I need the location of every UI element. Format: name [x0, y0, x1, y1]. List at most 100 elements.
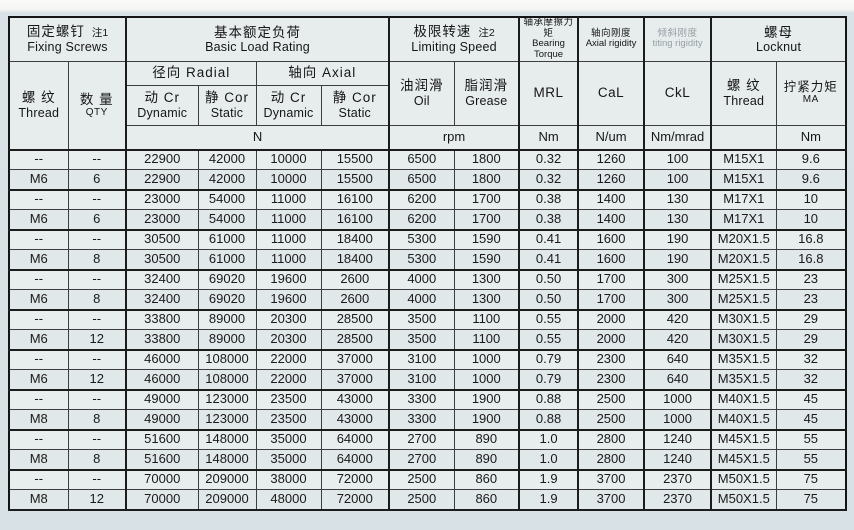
table-cell: 45	[775, 389, 847, 410]
header-oil: 油润滑 Oil	[388, 60, 455, 126]
table-cell: 6200	[388, 209, 455, 231]
table-cell: M25X1.5	[710, 289, 777, 311]
table-cell: 6	[67, 169, 127, 191]
table-cell: 1300	[453, 289, 521, 311]
table-cell: 64000	[320, 429, 391, 450]
table-cell: 3100	[388, 369, 455, 391]
table-cell: 1900	[453, 409, 521, 431]
table-cell: 28500	[320, 309, 391, 330]
header-tilting-rigidity: 倾斜刚度 titing rigidity	[643, 16, 713, 62]
table-row: M6 8 30500 61000 11000 18400 5300 1590 0.41 1600 1…	[8, 249, 847, 271]
table-cell: 70000	[125, 469, 199, 490]
table-row: M8 12 70000 209000 48000 72000 2500 860 1.9 3700 2…	[8, 489, 847, 511]
table-cell: 0.50	[518, 289, 580, 311]
table-cell: 10000	[255, 148, 322, 170]
table-cell: 30500	[125, 229, 199, 250]
table-cell: 8	[67, 249, 127, 271]
header-limiting-speed-en: Limiting Speed	[411, 40, 497, 55]
table-cell: 69020	[197, 269, 257, 290]
table-cell: 22900	[125, 169, 199, 191]
header-ma: 拧紧力矩 MA	[775, 60, 847, 126]
table-cell: 4000	[388, 289, 455, 311]
table-row: M6 8 32400 69020 19600 2600 4000 1300 0.50 1700 30…	[8, 289, 847, 311]
header-radial-static-en: Static	[210, 105, 244, 120]
note-2: 注2	[478, 27, 495, 40]
table-cell: 0.50	[518, 269, 580, 290]
table-cell: --	[8, 429, 69, 450]
table-cell: 35000	[255, 449, 322, 471]
table-cell: 1700	[453, 209, 521, 231]
table-cell: 2300	[577, 369, 646, 391]
unit-axial-rigidity: N/um	[577, 124, 646, 150]
table-cell: 9.6	[775, 148, 847, 170]
table-cell: M45X1.5	[710, 429, 777, 450]
header-ckl: CkL	[643, 60, 713, 126]
table-cell: 0.32	[518, 169, 580, 191]
table-cell: 10	[775, 189, 847, 210]
table-cell: 2500	[577, 409, 646, 431]
table-cell: 11000	[255, 189, 322, 210]
table-cell: 22000	[255, 369, 322, 391]
table-cell: --	[8, 469, 69, 490]
table-cell: 130	[643, 209, 713, 231]
table-cell: 300	[643, 289, 713, 311]
table-cell: 420	[643, 309, 713, 330]
table-cell: 0.55	[518, 329, 580, 351]
table-cell: 2000	[577, 309, 646, 330]
table-cell: 32	[775, 349, 847, 370]
header-axial-static-zh: 静 Cor	[332, 90, 377, 106]
table-cell: 1000	[643, 389, 713, 410]
header-locknut-thread-en: Thread	[723, 93, 765, 108]
bearing-spec-sheet: 固定螺钉 注1 Fixing Screws 基本额定负荷 Basic Load R…	[8, 16, 848, 511]
table-cell: 3700	[577, 489, 646, 511]
table-body: -- -- 22900 42000 10000 15500 6500 1800 0.32 1260…	[8, 148, 847, 511]
table-cell: M35X1.5	[710, 369, 777, 391]
table-cell: 18400	[320, 249, 391, 271]
table-cell: --	[67, 389, 127, 410]
table-row: -- -- 23000 54000 11000 16100 6200 1700 0.38 1400…	[8, 189, 847, 210]
table-cell: M20X1.5	[710, 229, 777, 250]
table-row: M6 12 46000 108000 22000 37000 3100 1000 0.79 230…	[8, 369, 847, 391]
table-cell: M50X1.5	[710, 469, 777, 490]
table-cell: 9.6	[775, 169, 847, 191]
table-cell: 45	[775, 409, 847, 431]
table-cell: --	[67, 269, 127, 290]
header-fix-qty-zh: 数 量	[79, 91, 114, 107]
table-cell: 2370	[643, 489, 713, 511]
table-cell: M8	[8, 489, 69, 511]
table-cell: M6	[8, 249, 69, 271]
header-grease-zh: 脂润滑	[464, 78, 509, 94]
header-group-row: 固定螺钉 注1 Fixing Screws 基本额定负荷 Basic Load R…	[8, 16, 847, 62]
table-cell: 12	[67, 369, 127, 391]
table-cell: 123000	[197, 409, 257, 431]
header-mrl: MRL	[518, 60, 580, 126]
table-cell: M6	[8, 209, 69, 231]
table-cell: 5300	[388, 229, 455, 250]
header-cal: CaL	[577, 60, 646, 126]
table-cell: 72000	[320, 469, 391, 490]
table-cell: 2800	[577, 429, 646, 450]
header-radial-static-zh: 静 Cor	[204, 90, 249, 106]
table-cell: 30500	[125, 249, 199, 271]
header-fixing-screws-en: Fixing Screws	[27, 40, 108, 55]
table-cell: 130	[643, 189, 713, 210]
table-row: -- -- 32400 69020 19600 2600 4000 1300 0.50 1700 3…	[8, 269, 847, 290]
header-fix-thread: 螺 纹 Thread	[8, 60, 69, 150]
table-row: M6 6 22900 42000 10000 15500 6500 1800 0.32 1260 1…	[8, 169, 847, 191]
header-oil-zh: 油润滑	[400, 78, 444, 94]
table-cell: 6500	[388, 169, 455, 191]
unit-locknut-thread	[710, 124, 777, 150]
bearing-spec-table: 固定螺钉 注1 Fixing Screws 基本额定负荷 Basic Load R…	[8, 16, 848, 511]
header-limiting-speed-zh: 极限转速 注2	[413, 24, 495, 40]
table-cell: 1.9	[518, 469, 580, 490]
header-locknut-thread: 螺 纹 Thread	[710, 60, 777, 126]
table-cell: 1240	[643, 429, 713, 450]
table-cell: --	[8, 269, 69, 290]
header-axial-label: 轴向 Axial	[288, 65, 357, 81]
table-cell: 890	[453, 429, 521, 450]
table-cell: 49000	[125, 389, 199, 410]
table-cell: 11000	[255, 209, 322, 231]
table-cell: 1000	[643, 409, 713, 431]
header-locknut-thread-zh: 螺 纹	[726, 78, 761, 94]
